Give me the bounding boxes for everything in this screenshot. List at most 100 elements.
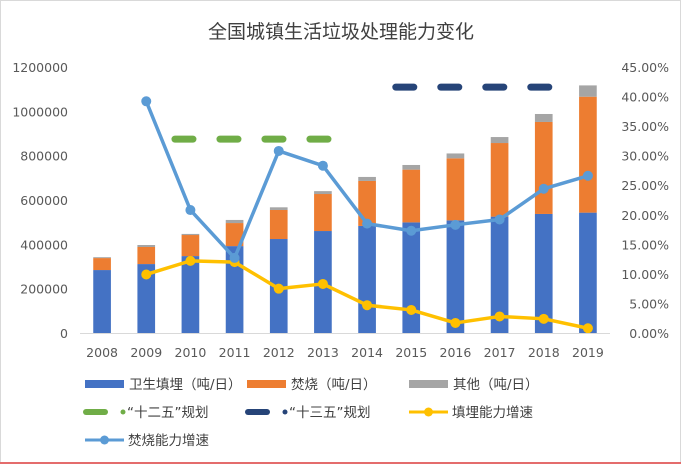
legend-item: 焚烧能力增速 [85,433,209,449]
bar-incineration [446,158,465,221]
chart-title: 全国城镇生活垃圾处理能力变化 [208,21,474,43]
incineration-growth-point [538,183,549,194]
legend-dot [100,435,109,445]
bar-incineration [93,258,111,271]
bar-incineration [314,194,332,232]
legend-swatch [85,380,124,388]
legend-label: 其他（吨/日） [453,377,539,393]
left-axis-tick-label: 1000000 [12,104,68,119]
bar-other [181,233,200,236]
bar-incineration [402,169,421,223]
x-axis-tick-label: 2010 [175,345,207,360]
x-axis-tick-label: 2014 [351,345,383,360]
x-axis-tick-label: 2015 [395,345,427,360]
x-axis-tick-label: 2009 [130,345,162,360]
landfill-growth-point [273,283,284,294]
right-axis-tick-label: 10.00% [621,267,669,282]
x-axis-tick-label: 2016 [440,345,472,360]
bar-other [314,191,332,195]
landfill-growth-point [185,255,196,266]
right-axis-tick-label: 30.00% [621,149,669,164]
left-axis-tick-label: 800000 [20,149,68,164]
legend-label: 焚烧能力增速 [128,433,209,449]
bar-incineration [225,223,244,247]
left-axis-tick-label: 600000 [20,193,68,208]
x-axis-tick-label: 2008 [86,345,118,360]
right-axis-tick-label: 25.00% [621,178,669,193]
landfill-growth-point [538,313,549,324]
legend-item: “十三五”规划 [245,405,371,421]
bar-landfill [402,222,421,333]
legend-item: 填埋能力增速 [409,405,533,421]
legend: 卫生填埋（吨/日） 焚烧（吨/日） 其他（吨/日） “十二五”规划 “十三五”规划 填埋能… [83,377,539,449]
lines [141,83,593,334]
bar-incineration [490,143,509,217]
landfill-growth-point [317,278,328,289]
bar-landfill [579,212,597,333]
bar-landfill [93,270,111,333]
legend-swatch [409,380,448,388]
right-axis-tick-label: 40.00% [621,90,669,105]
bar-other [225,219,244,224]
incineration-growth-point [141,96,152,107]
landfill-growth-point [141,269,152,280]
legend-label: 焚烧（吨/日） [291,377,377,393]
bar-other [579,85,597,97]
right-axis-tick-label: 45.00% [621,60,669,75]
left-axis-tick-label: 200000 [20,282,68,297]
right-axis-tick-label: 0.00% [629,326,669,341]
right-axis-tick-label: 35.00% [621,119,669,134]
bar-other [490,137,509,144]
left-axis-tick-label: 0 [60,326,68,341]
incineration-growth-point [317,160,328,171]
landfill-growth-point [406,304,417,315]
right-axis-tick-label: 20.00% [621,208,669,223]
incineration-growth-point [185,205,196,216]
legend-label: 卫生填埋（吨/日） [129,377,242,393]
bar-landfill [446,220,465,333]
legend-label: “十二五”规划 [127,405,209,421]
bar-landfill [225,246,244,333]
right-axis-tick-label: 5.00% [629,296,669,311]
incineration-growth-point [582,170,593,181]
bottom-border [0,462,681,464]
bar-incineration [579,96,597,213]
incineration-growth-point [273,145,284,156]
legend-swatch [247,380,286,388]
bar-other [137,244,156,247]
bar-other [402,164,421,170]
x-axis-tick-label: 2018 [528,345,560,360]
legend-dot [282,409,288,415]
x-axis-tick-label: 2019 [572,345,604,360]
bar-incineration [534,121,553,214]
left-axis-tick-label: 400000 [20,237,68,252]
bar-incineration [137,246,156,265]
incineration-growth-point [406,225,417,236]
x-axis-tick-label: 2013 [307,345,339,360]
left-axis-tick-label: 1200000 [12,60,68,75]
right-axis-tick-label: 15.00% [621,237,669,252]
bar-other [269,207,288,210]
legend-item: 其他（吨/日） [409,377,539,393]
bar-incineration [358,180,376,226]
right-axis: 0.00% 5.00% 10.00% 15.00% 20.00% 25.00% 30.00%… [621,60,669,341]
bar-landfill [490,216,509,333]
legend-label: “十三五”规划 [289,405,371,421]
bar-landfill [137,264,156,333]
legend-dot [424,407,433,417]
legend-dot [120,409,126,415]
landfill-growth-point [362,300,373,311]
bar-other [534,113,553,122]
bar-incineration [269,209,288,240]
bar-other [93,257,111,259]
landfill-growth-point [582,323,593,334]
bar-other [358,176,376,181]
legend-item: “十二五”规划 [83,405,209,421]
x-axis-tick-label: 2011 [219,345,251,360]
bar-landfill [534,213,553,333]
legend-item: 焚烧（吨/日） [247,377,377,393]
x-axis: 2008 2009 2010 2011 2012 2013 2014 2015 2016 2017… [80,333,610,360]
incineration-growth-point [362,218,373,229]
